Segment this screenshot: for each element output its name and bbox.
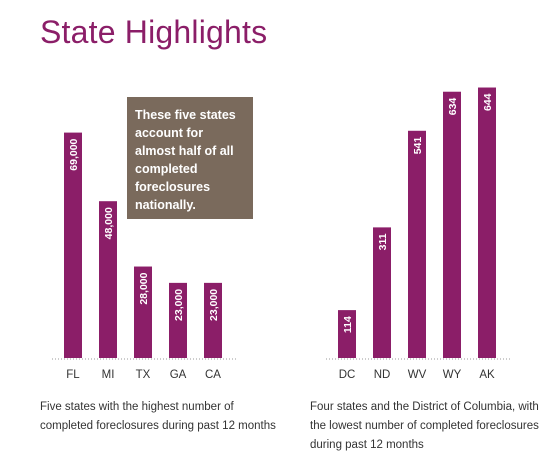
bar-wv	[408, 130, 426, 358]
chart-highest: 69,000 FL 48,000 MI 28,000 TX 23,000 GA 23,000 CA	[52, 132, 236, 381]
value-label-tx: 28,000	[138, 272, 150, 304]
value-label-ca: 23,000	[208, 289, 220, 321]
bar-tx	[134, 266, 152, 358]
page-title: State Highlights	[40, 14, 268, 50]
category-label-nd: ND	[374, 369, 391, 381]
bar-dc	[338, 310, 356, 358]
category-label-dc: DC	[339, 369, 356, 381]
value-label-dc: 114	[342, 316, 354, 333]
category-label-ca: CA	[205, 369, 221, 381]
caption-lowest: Four states and the District of Columbia…	[310, 401, 539, 451]
category-label-wy: WY	[443, 369, 462, 381]
category-label-mi: MI	[102, 369, 115, 381]
category-label-ak: AK	[479, 369, 495, 381]
value-label-fl: 69,000	[68, 138, 80, 170]
callout-annotation: These five states account for almost hal…	[127, 97, 253, 219]
value-label-ak: 644	[482, 93, 494, 111]
category-label-tx: TX	[136, 369, 151, 381]
bar-ca	[204, 282, 222, 358]
caption-highest: Five states with the highest number of c…	[40, 401, 276, 432]
value-label-mi: 48,000	[103, 207, 115, 239]
value-label-nd: 311	[377, 233, 389, 250]
category-label-fl: FL	[66, 369, 80, 381]
value-label-ga: 23,000	[173, 289, 185, 321]
bar-nd	[373, 227, 391, 358]
value-label-wv: 541	[412, 137, 424, 155]
bar-ga	[169, 282, 187, 358]
chart-lowest: 114 DC 311 ND 541 WV 634 WY 644 AK	[326, 87, 510, 381]
bar-fl	[64, 132, 82, 358]
category-label-ga: GA	[170, 369, 187, 381]
bar-wy	[443, 91, 461, 358]
bar-ak	[478, 87, 496, 359]
category-label-wv: WV	[408, 369, 427, 381]
value-label-wy: 634	[447, 98, 459, 116]
bar-mi	[99, 201, 117, 358]
